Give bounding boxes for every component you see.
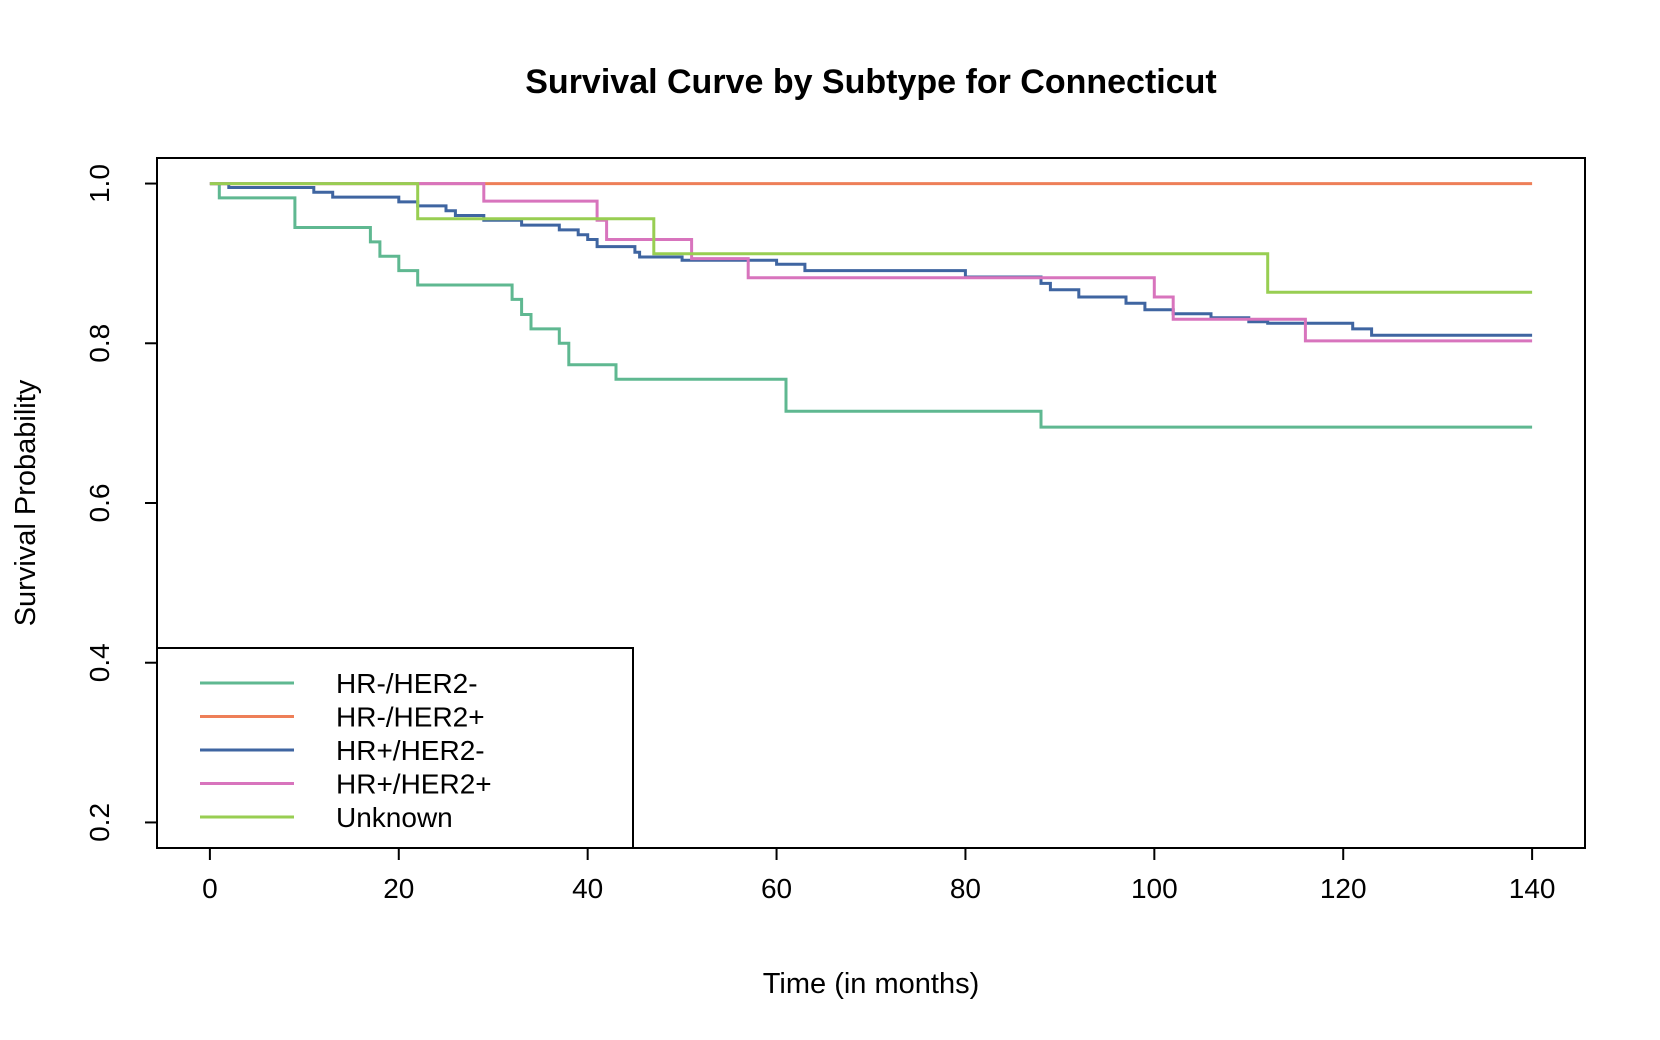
series-line-3: [209, 182, 1533, 337]
legend-box: [156, 647, 634, 849]
y-tick-label: 0.8: [84, 324, 115, 363]
chart-title: Survival Curve by Subtype for Connecticu…: [525, 63, 1216, 101]
legend-label-5: Unknown: [336, 802, 453, 833]
y-tick-label: 0.4: [84, 643, 115, 682]
x-tick-label: 0: [202, 873, 218, 904]
legend: HR-/HER2-HR-/HER2+HR+/HER2-HR+/HER2+Unkn…: [156, 647, 634, 849]
y-tick-label: 0.6: [84, 484, 115, 523]
y-tick-label: 0.2: [84, 803, 115, 842]
legend-label-4: HR+/HER2+: [336, 769, 492, 800]
legend-label-3: HR+/HER2-: [336, 735, 485, 766]
x-tick-label: 60: [761, 873, 792, 904]
legend-label-2: HR-/HER2+: [336, 702, 485, 733]
x-axis: 0 20 40 60 80 100 120 140: [202, 847, 1556, 904]
x-tick-label: 100: [1131, 873, 1178, 904]
series-layer: [209, 182, 1533, 429]
y-axis: 0.2 0.4 0.6 0.8 1.0: [84, 164, 158, 842]
y-axis-label: Survival Probability: [10, 379, 42, 626]
x-tick-label: 80: [950, 873, 981, 904]
x-tick-label: 140: [1509, 873, 1556, 904]
series-line-1: [209, 182, 1533, 429]
series-line-5: [209, 182, 1533, 294]
y-tick-label: 1.0: [84, 164, 115, 203]
x-axis-label: Time (in months): [763, 968, 979, 1000]
x-tick-label: 20: [383, 873, 414, 904]
legend-label-1: HR-/HER2-: [336, 668, 478, 699]
x-tick-label: 40: [572, 873, 603, 904]
x-tick-label: 120: [1320, 873, 1367, 904]
series-line-4: [209, 182, 1533, 343]
